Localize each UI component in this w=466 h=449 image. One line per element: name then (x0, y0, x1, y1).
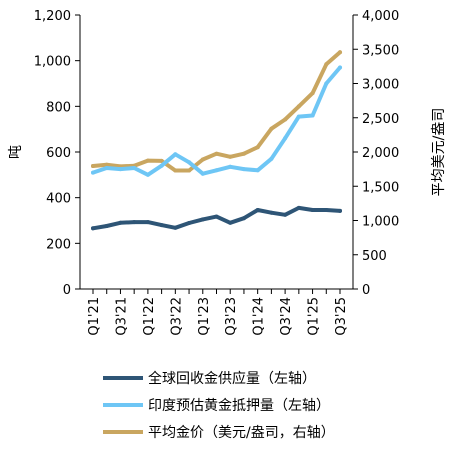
data-point-s1 (269, 156, 274, 161)
data-point-s2 (214, 151, 219, 156)
data-point-s2 (283, 117, 288, 122)
data-point-s2 (200, 157, 205, 162)
data-point-s0 (91, 226, 95, 231)
data-point-s1 (241, 167, 246, 172)
series-line-1 (91, 65, 342, 177)
x-tick-label: Q1'21 (87, 297, 102, 336)
data-point-s2 (255, 145, 260, 150)
data-point-s0 (145, 220, 150, 225)
legend-label-2: 平均金价（美元/盎司，右轴） (148, 425, 335, 441)
data-point-s2 (241, 151, 246, 156)
y-left-tick-label: 600 (46, 146, 71, 161)
data-point-s1 (132, 166, 137, 170)
data-point-s0 (187, 221, 192, 225)
y-left-tick-label: 400 (46, 192, 71, 207)
x-tick-label: Q3'22 (169, 297, 184, 336)
data-point-s0 (173, 225, 178, 230)
y-right-tick-label: 1,500 (362, 180, 399, 195)
data-point-s2 (310, 91, 315, 96)
data-point-s0 (241, 216, 246, 221)
data-point-s1 (91, 170, 95, 175)
data-point-s1 (296, 114, 301, 119)
legend-label-1: 印度预估黄金抵押量（左轴） (148, 397, 330, 414)
y-right-tick-label: 2,500 (362, 112, 399, 127)
data-point-s2 (145, 158, 150, 163)
data-point-s2 (269, 126, 274, 131)
data-point-s0 (200, 217, 205, 222)
data-point-s1 (214, 168, 219, 173)
data-point-s2 (91, 164, 95, 168)
data-point-s0 (118, 220, 123, 225)
data-point-s1 (159, 163, 164, 168)
x-tick-label: Q1'24 (252, 297, 267, 336)
y-right-tick-label: 2,000 (362, 146, 399, 161)
y-left-tick-label: 800 (46, 100, 71, 115)
data-point-s2 (104, 162, 109, 167)
y-right-tick-label: 1,000 (362, 215, 399, 230)
y-left-tick-label: 0 (63, 283, 71, 298)
data-point-s0 (324, 208, 329, 212)
data-point-s1 (145, 172, 150, 177)
data-point-s2 (187, 168, 192, 173)
data-point-s0 (338, 208, 342, 213)
y-right-tick-label: 500 (362, 249, 387, 264)
data-point-s0 (104, 224, 109, 228)
data-point-s2 (173, 168, 178, 173)
x-tick-label: Q1'23 (197, 297, 212, 336)
series-layer (91, 50, 342, 231)
data-point-s0 (296, 205, 301, 210)
x-tick-label: Q1'22 (142, 297, 157, 336)
data-point-s1 (228, 164, 233, 169)
y-right-tick-label: 4,000 (362, 9, 399, 24)
y-right-tick-label: 0 (362, 283, 370, 298)
x-tick-label: Q3'24 (279, 297, 294, 336)
data-point-s2 (159, 158, 164, 163)
legend-label-0: 全球回收金供应量（左轴） (148, 370, 316, 387)
x-tick-label: Q3'21 (114, 297, 129, 336)
x-tick-label: Q3'25 (334, 297, 349, 336)
data-point-s0 (255, 208, 260, 212)
data-point-s1 (173, 152, 178, 157)
data-point-s1 (324, 81, 329, 86)
data-point-s0 (310, 208, 315, 212)
data-point-s1 (118, 167, 123, 172)
data-point-s0 (269, 210, 274, 215)
y-left-tick-label: 200 (46, 237, 71, 252)
legend-layer: 全球回收金供应量（左轴） 印度预估黄金抵押量（左轴） 平均金价（美元/盎司，右轴） (103, 370, 335, 441)
x-tick-label: Q3'23 (224, 297, 239, 336)
data-point-s1 (255, 168, 260, 173)
x-tick-label: Q1'25 (307, 297, 322, 336)
data-point-s1 (283, 136, 288, 141)
data-point-s2 (338, 50, 342, 55)
data-point-s0 (159, 223, 164, 228)
data-point-s1 (104, 166, 109, 170)
data-point-s1 (338, 65, 342, 70)
y-axis-left-title: 吨 (8, 145, 24, 159)
data-point-s1 (310, 113, 315, 118)
data-point-s0 (228, 220, 233, 225)
axes-layer (75, 14, 358, 294)
data-point-s0 (283, 212, 288, 217)
y-left-tick-label: 1,200 (34, 9, 71, 24)
labels-layer: 0 200 400 600 800 1,000 1,200 0 500 1,000 1,500 2,0… (8, 9, 447, 336)
y-left-tick-label: 1,000 (34, 55, 71, 70)
data-point-s1 (200, 171, 205, 176)
y-right-tick-label: 3,500 (362, 43, 399, 58)
y-axis-right-title: 平均美元/盎司 (431, 108, 447, 197)
data-point-s2 (296, 104, 301, 109)
data-point-s0 (214, 214, 219, 219)
data-point-s1 (187, 160, 192, 165)
data-point-s2 (228, 154, 233, 159)
data-point-s2 (324, 62, 329, 67)
data-point-s0 (132, 220, 137, 225)
y-right-tick-label: 3,000 (362, 78, 399, 93)
